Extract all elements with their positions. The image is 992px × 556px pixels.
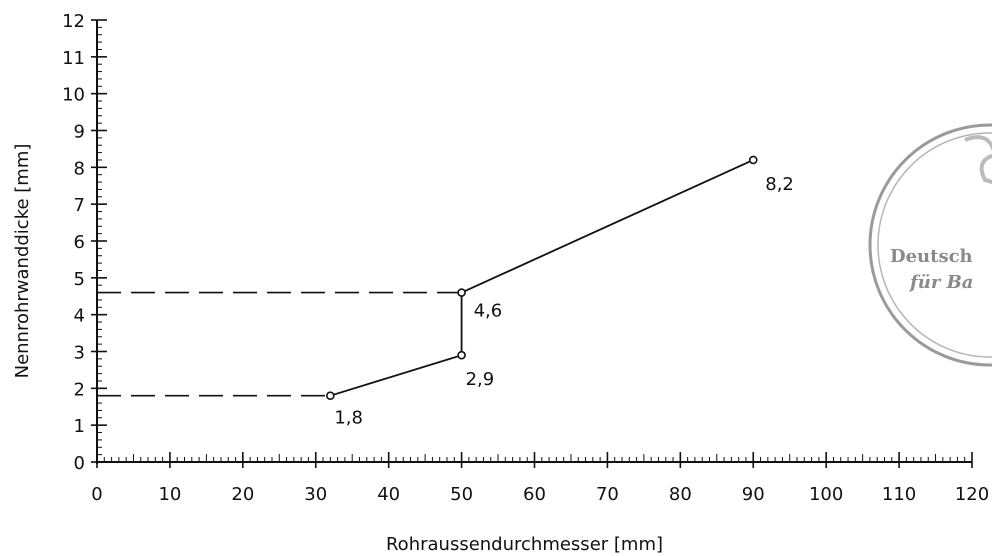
x-tick-label: 120 — [955, 484, 989, 505]
data-point — [457, 288, 466, 297]
y-tick-label: 9 — [74, 122, 85, 143]
x-tick-label: 110 — [882, 484, 916, 505]
data-label: 4,6 — [474, 301, 503, 322]
y-axis-label: Nennrohrwanddicke [mm] — [12, 144, 33, 379]
y-tick-label: 1 — [74, 416, 85, 437]
x-tick-label: 60 — [523, 484, 546, 505]
data-point — [457, 350, 466, 360]
data-point — [326, 391, 335, 401]
y-tick-label: 7 — [74, 195, 85, 216]
y-tick-label: 0 — [74, 453, 85, 474]
x-tick-label: 80 — [669, 484, 692, 505]
x-tick-label: 0 — [91, 484, 102, 505]
y-tick-label: 2 — [74, 379, 85, 400]
x-tick-label: 10 — [158, 484, 181, 505]
data-series — [326, 155, 758, 401]
data-point — [748, 155, 758, 165]
x-tick-label: 90 — [742, 484, 765, 505]
y-tick-label: 8 — [74, 158, 85, 179]
y-tick-label: 3 — [74, 343, 85, 364]
data-label: 8,2 — [765, 174, 794, 195]
y-tick-label: 6 — [74, 232, 85, 253]
series-line — [330, 159, 754, 397]
x-tick-label: 70 — [596, 484, 619, 505]
x-axis-label: Rohraussendurchmesser [mm] — [386, 534, 663, 555]
stamp-line-1: Deutsch — [890, 246, 973, 267]
data-label: 1,8 — [334, 408, 363, 429]
data-labels: 1,8 2,9 4,6 8,2 — [334, 174, 794, 429]
reference-lines — [97, 291, 462, 397]
x-tick-label: 40 — [377, 484, 400, 505]
axes — [96, 20, 972, 464]
y-tick-label: 12 — [62, 11, 85, 32]
x-tick-label: 50 — [450, 484, 473, 505]
stamp-line-2: für Ba — [908, 272, 973, 293]
y-tick-label: 10 — [62, 85, 85, 106]
x-tick-label: 20 — [231, 484, 254, 505]
x-tick-label: 30 — [304, 484, 327, 505]
y-tick-label: 4 — [74, 306, 85, 327]
y-tick-label: 11 — [62, 48, 85, 69]
y-tick-label: 5 — [74, 269, 85, 290]
data-label: 2,9 — [466, 369, 495, 390]
x-tick-label: 100 — [809, 484, 843, 505]
x-axis-ticks: 0 10 20 30 40 50 60 70 80 90 100 110 120 — [91, 452, 989, 505]
stamp-watermark: Deutsch für Ba — [868, 123, 992, 367]
